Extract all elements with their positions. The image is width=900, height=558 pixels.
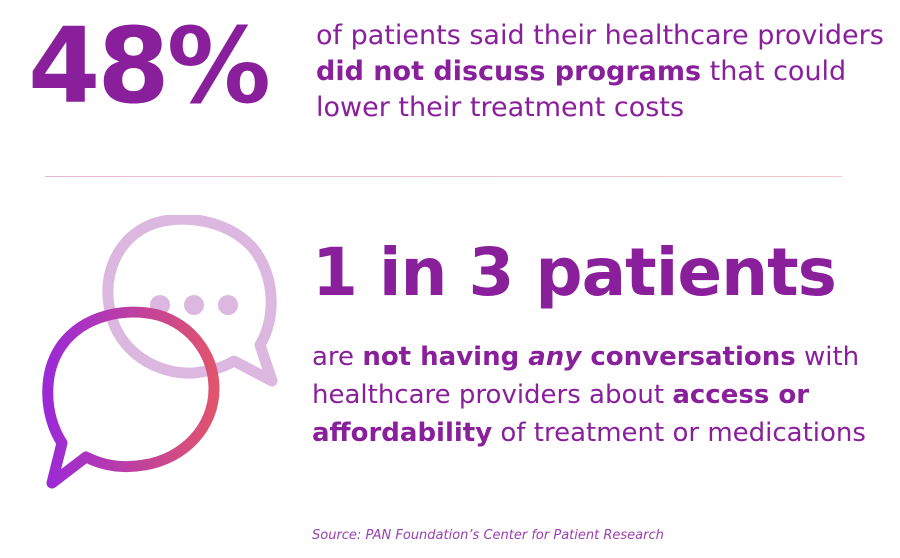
source-citation: Source: PAN Foundation’s Center for Pati… (312, 528, 664, 543)
body-text-2: with healthcare providers about (312, 342, 860, 410)
section-divider (45, 176, 842, 177)
chat-bubbles-icon (42, 215, 278, 489)
stat-desc-text-2: that could lower their treatment costs (316, 56, 847, 123)
ellipsis-dot-3 (218, 295, 238, 315)
body-emphasis-3: access or affordability (312, 380, 810, 448)
body-emphasis-2: conversations (581, 342, 796, 372)
body-text-3: of treatment or medications (492, 418, 866, 448)
body-emphasis-1: not having (362, 342, 529, 372)
headline-stat: 1 in 3 patients (312, 234, 837, 311)
ellipsis-dot-2 (184, 295, 204, 315)
body-description: are not having any conversations with he… (312, 338, 872, 452)
body-emphasis-any: any (528, 342, 582, 372)
stat-description: of patients said their healthcare provid… (316, 18, 886, 126)
back-chat-bubble-icon (102, 215, 278, 387)
front-chat-bubble-icon (42, 306, 220, 489)
stat-desc-emphasis: did not discuss programs (316, 56, 702, 87)
stat-percentage: 48% (28, 5, 271, 127)
stat-desc-text-1: of patients said their healthcare provid… (316, 20, 884, 51)
body-text-1: are (312, 342, 363, 372)
